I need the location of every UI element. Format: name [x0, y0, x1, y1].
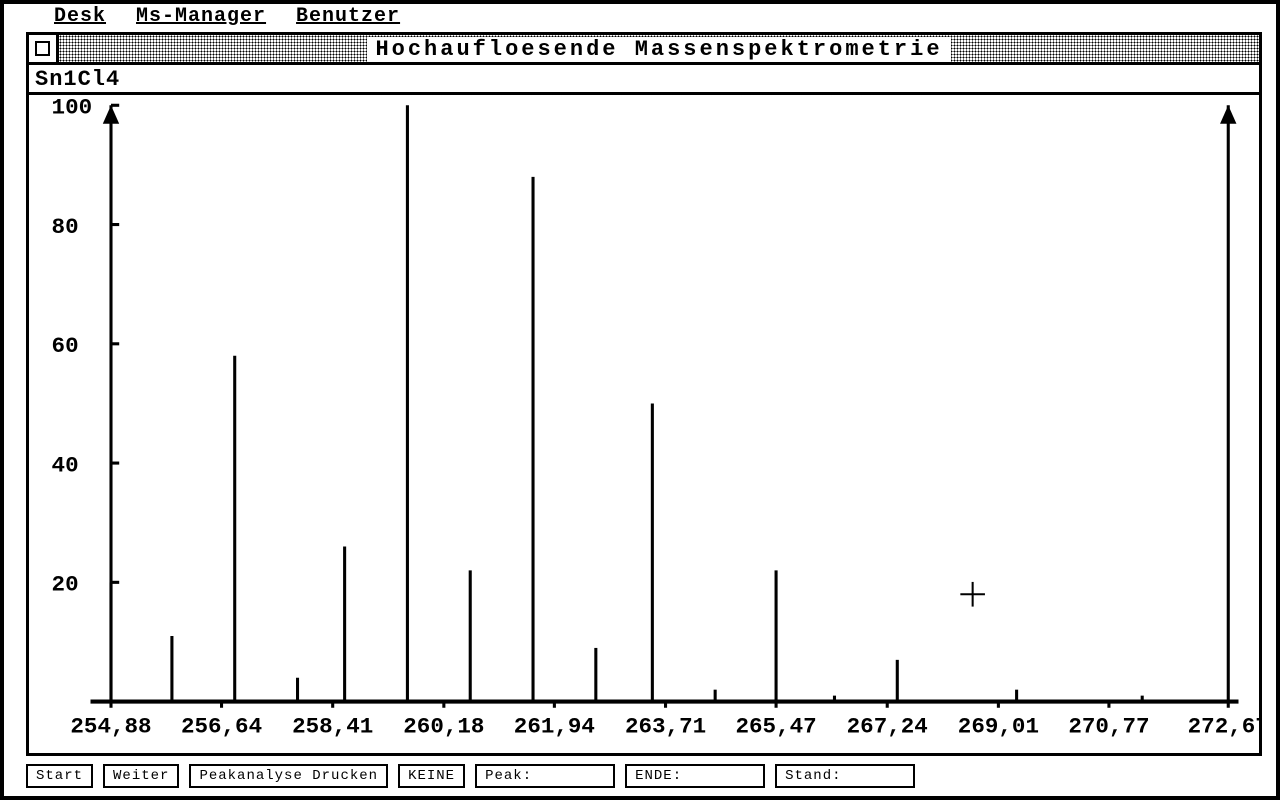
svg-text:256,64: 256,64 [181, 713, 262, 739]
menu-msmanager[interactable]: Ms-Manager [136, 5, 266, 28]
svg-text:270,77: 270,77 [1068, 713, 1149, 739]
compound-label: Sn1Cl4 [29, 65, 1259, 95]
menubar: Desk Ms-Manager Benutzer [4, 4, 1276, 28]
status-peak: Peak: [475, 764, 615, 788]
svg-text:20: 20 [52, 572, 79, 598]
svg-text:269,01: 269,01 [958, 713, 1039, 739]
menu-desk[interactable]: Desk [54, 5, 106, 28]
svg-text:267,24: 267,24 [847, 713, 928, 739]
svg-text:272,67: 272,67 [1188, 713, 1259, 739]
svg-text:265,47: 265,47 [735, 713, 816, 739]
svg-text:80: 80 [52, 214, 79, 240]
svg-text:100: 100 [52, 95, 93, 121]
window-title: Hochaufloesende Massenspektrometrie [59, 35, 1259, 62]
main-window: Hochaufloesende Massenspektrometrie Sn1C… [26, 32, 1262, 756]
close-icon[interactable] [29, 35, 59, 62]
status-ende: ENDE: [625, 764, 765, 788]
svg-text:60: 60 [52, 333, 79, 359]
svg-text:254,88: 254,88 [70, 713, 151, 739]
spectrum-plot[interactable]: 20 40 60 80 100 254,88 256,64 258,41 260,18 261,9… [29, 95, 1259, 753]
svg-text:40: 40 [52, 452, 79, 478]
window-titlebar: Hochaufloesende Massenspektrometrie [29, 35, 1259, 65]
keine-button[interactable]: KEINE [398, 764, 465, 788]
bottom-toolbar: Start Weiter Peakanalyse Drucken KEINE P… [26, 762, 1262, 790]
menu-benutzer[interactable]: Benutzer [296, 5, 400, 28]
peakanalyse-button[interactable]: Peakanalyse Drucken [189, 764, 388, 788]
status-stand: Stand: [775, 764, 915, 788]
weiter-button[interactable]: Weiter [103, 764, 179, 788]
svg-text:263,71: 263,71 [625, 713, 706, 739]
start-button[interactable]: Start [26, 764, 93, 788]
svg-text:260,18: 260,18 [403, 713, 484, 739]
svg-text:258,41: 258,41 [292, 713, 373, 739]
svg-text:261,94: 261,94 [514, 713, 595, 739]
